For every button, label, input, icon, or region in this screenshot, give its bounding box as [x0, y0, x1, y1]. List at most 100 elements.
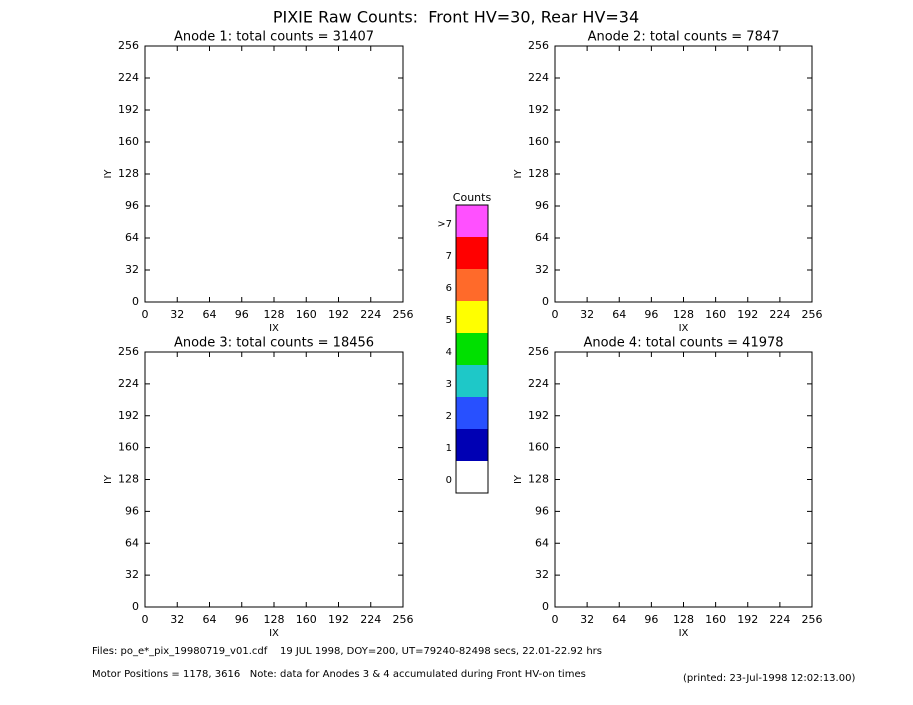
y-tick-label: 0 [132, 295, 139, 308]
x-tick-label: 160 [705, 308, 726, 321]
y-tick-label: 128 [118, 167, 139, 180]
plot-frame [144, 351, 404, 608]
panel-title: Anode 2: total counts = 7847 [588, 30, 780, 45]
x-tick-label: 64 [203, 613, 217, 626]
plot-frame [554, 351, 813, 608]
plot-frame [554, 45, 813, 303]
x-axis-label: IX [269, 323, 279, 334]
panel-title: Anode 1: total counts = 31407 [174, 30, 374, 45]
y-axis-label: IY [513, 169, 524, 179]
y-tick-label: 0 [542, 600, 549, 613]
x-tick-label: 128 [673, 308, 694, 321]
colorbar-label: 7 [446, 251, 452, 262]
x-tick-label: 0 [552, 613, 559, 626]
y-tick-label: 192 [528, 409, 549, 422]
x-tick-label: 256 [802, 308, 823, 321]
x-tick-label: 96 [235, 308, 249, 321]
colorbar-box [456, 333, 488, 365]
x-tick-label: 32 [580, 308, 594, 321]
x-tick-label: 128 [264, 308, 285, 321]
colorbar-label: 6 [446, 283, 452, 294]
y-tick-label: 128 [528, 167, 549, 180]
x-tick-label: 32 [170, 308, 184, 321]
x-tick-label: 256 [393, 308, 414, 321]
x-tick-label: 224 [360, 613, 381, 626]
colorbar-box [456, 237, 488, 269]
x-tick-label: 128 [264, 613, 285, 626]
y-tick-label: 128 [118, 473, 139, 486]
y-tick-label: 32 [535, 263, 549, 276]
x-tick-label: 0 [142, 308, 149, 321]
footer-files: Files: po_e*_pix_19980719_v01.cdf 19 JUL… [92, 646, 602, 657]
colorbar-label: 4 [446, 347, 452, 358]
x-tick-label: 224 [769, 613, 790, 626]
y-tick-label: 64 [125, 231, 139, 244]
y-tick-label: 224 [528, 377, 549, 390]
y-tick-label: 224 [118, 377, 139, 390]
colorbar-box [456, 397, 488, 429]
x-tick-label: 0 [142, 613, 149, 626]
footer-printed: (printed: 23-Jul-1998 12:02:13.00) [683, 673, 855, 684]
y-tick-label: 96 [535, 504, 549, 517]
colorbar-box [456, 205, 488, 237]
y-tick-label: 0 [132, 600, 139, 613]
colorbar-frame [455, 204, 489, 494]
y-tick-label: 96 [125, 504, 139, 517]
panel-title: Anode 4: total counts = 41978 [583, 336, 783, 351]
x-tick-label: 128 [673, 613, 694, 626]
y-tick-label: 224 [118, 71, 139, 84]
x-tick-label: 256 [802, 613, 823, 626]
colorbar-label: 0 [446, 475, 452, 486]
x-tick-label: 96 [644, 308, 658, 321]
plot-frame [144, 45, 404, 303]
colorbar-title: Counts [453, 191, 492, 204]
y-tick-label: 96 [125, 199, 139, 212]
y-tick-label: 192 [528, 103, 549, 116]
x-tick-label: 224 [769, 308, 790, 321]
colorbar-label: 5 [446, 315, 452, 326]
x-tick-label: 64 [612, 308, 626, 321]
colorbar-label: 1 [446, 443, 452, 454]
y-tick-label: 160 [118, 441, 139, 454]
y-tick-label: 160 [118, 135, 139, 148]
y-tick-label: 0 [542, 295, 549, 308]
y-tick-label: 32 [125, 568, 139, 581]
y-tick-label: 256 [118, 39, 139, 52]
colorbar-box [456, 301, 488, 333]
y-tick-label: 32 [125, 263, 139, 276]
x-tick-label: 192 [737, 613, 758, 626]
colorbar-box [456, 429, 488, 461]
x-tick-label: 96 [235, 613, 249, 626]
colorbar-label: >7 [437, 219, 452, 230]
x-axis-label: IX [269, 628, 279, 639]
y-tick-label: 192 [118, 409, 139, 422]
y-tick-label: 96 [535, 199, 549, 212]
x-tick-label: 0 [552, 308, 559, 321]
colorbar-box [456, 365, 488, 397]
y-axis-label: IY [103, 474, 114, 484]
x-tick-label: 32 [170, 613, 184, 626]
y-tick-label: 256 [528, 345, 549, 358]
y-tick-label: 32 [535, 568, 549, 581]
x-tick-label: 160 [296, 613, 317, 626]
panel-title: Anode 3: total counts = 18456 [174, 336, 374, 351]
y-tick-label: 224 [528, 71, 549, 84]
x-tick-label: 160 [705, 613, 726, 626]
y-tick-label: 192 [118, 103, 139, 116]
x-tick-label: 224 [360, 308, 381, 321]
x-tick-label: 256 [393, 613, 414, 626]
x-tick-label: 192 [328, 613, 349, 626]
footer-motor: Motor Positions = 1178, 3616 Note: data … [92, 669, 586, 680]
colorbar-label: 3 [446, 379, 452, 390]
y-tick-label: 256 [528, 39, 549, 52]
x-tick-label: 192 [737, 308, 758, 321]
x-tick-label: 160 [296, 308, 317, 321]
y-tick-label: 64 [535, 536, 549, 549]
y-axis-label: IY [103, 169, 114, 179]
y-tick-label: 64 [125, 536, 139, 549]
x-tick-label: 32 [580, 613, 594, 626]
y-tick-label: 160 [528, 441, 549, 454]
colorbar-label: 2 [446, 411, 452, 422]
x-tick-label: 192 [328, 308, 349, 321]
